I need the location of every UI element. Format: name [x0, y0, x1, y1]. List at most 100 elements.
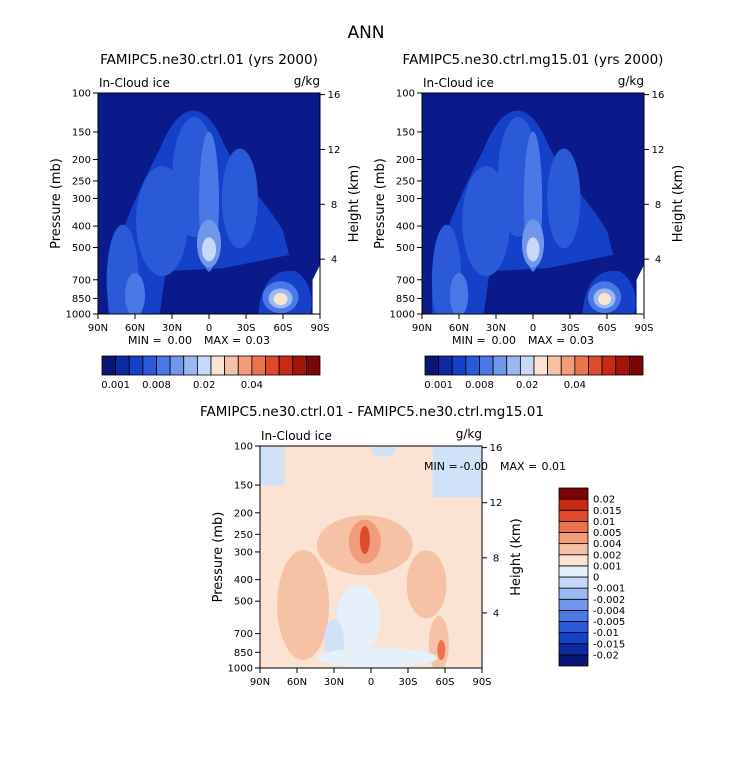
colorbar-swatch [278, 355, 294, 376]
colorbar-label: 0 [593, 573, 599, 584]
y-tick-label: 300 [396, 194, 415, 205]
colorbar-label: -0.01 [593, 628, 619, 639]
panel-diff: FAMIPC5.ne30.ctrl.01 - FAMIPC5.ne30.ctrl… [200, 404, 625, 688]
field-peak-eq [202, 237, 216, 262]
x-tick-label: 30S [236, 323, 255, 334]
colorbar-label: 0.008 [142, 380, 171, 391]
height-tick-label: 4 [493, 608, 499, 619]
panel-title: FAMIPC5.ne30.ctrl.01 (yrs 2000) [100, 52, 318, 68]
x-tick-label: 60N [449, 323, 469, 334]
colorbar-swatch [156, 355, 171, 376]
colorbar-label: 0.001 [424, 380, 453, 391]
x-tick-label: 90N [88, 323, 108, 334]
x-tick-label: 90S [472, 677, 491, 688]
stats: MIN = -0.00 MAX = 0.01 [424, 460, 566, 473]
panel-title: FAMIPC5.ne30.ctrl.01 - FAMIPC5.ne30.ctrl… [200, 404, 544, 420]
x-tick-label: 90S [310, 323, 329, 334]
y-tick-label: 300 [234, 547, 253, 558]
colorbar-swatch [251, 355, 266, 376]
y-tick-label: 850 [396, 294, 415, 305]
colorbar-swatch [237, 355, 253, 376]
colorbar-swatch [438, 355, 453, 376]
field-pos-sh-band [406, 550, 447, 619]
x-tick-label: 30N [324, 677, 344, 688]
height-tick-label: 12 [490, 498, 503, 509]
colorbar-swatch [492, 355, 508, 376]
field-core-sh-mid [547, 148, 581, 249]
panel-title: FAMIPC5.ne30.ctrl.mg15.01 (yrs 2000) [403, 52, 664, 68]
colorbar-swatch [628, 355, 644, 376]
colorbar-swatch [479, 355, 494, 376]
stats-max-value: 0.03 [570, 334, 595, 347]
colorbar-label: 0.01 [593, 517, 615, 528]
colorbar-swatch [558, 621, 589, 634]
field-nh-low-peak [125, 272, 145, 314]
colorbar-swatch [506, 355, 521, 376]
colorbar-swatch [558, 654, 589, 667]
x-tick-label: 60S [597, 323, 616, 334]
colorbar-swatch [451, 355, 467, 376]
x-tick-label: 90S [634, 323, 653, 334]
y-tick-label: 1000 [66, 310, 91, 321]
y-tick-label: 200 [396, 155, 415, 166]
height-tick-label: 4 [331, 255, 337, 266]
height-axis-label: Height (km) [671, 165, 686, 242]
colorbar-label: 0.001 [101, 380, 130, 391]
x-tick-label: 0 [530, 323, 536, 334]
y-tick-label: 200 [72, 155, 91, 166]
colorbar-swatch [558, 643, 589, 656]
height-tick-label: 8 [331, 200, 337, 211]
x-tick-label: 30S [398, 677, 417, 688]
field-sh-low-peak [598, 292, 611, 305]
y-tick-label: 700 [234, 629, 253, 640]
colorbar-label: -0.002 [593, 595, 625, 606]
y-tick-label: 250 [234, 530, 253, 541]
y-tick-label: 150 [234, 481, 253, 492]
colorbar-label: 0.002 [593, 550, 622, 561]
y-tick-label: 700 [396, 275, 415, 286]
x-tick-label: 30N [486, 323, 506, 334]
x-tick-label: 30N [162, 323, 182, 334]
field [98, 93, 320, 314]
y-tick-label: 850 [72, 294, 91, 305]
colorbar-label: 0.04 [564, 380, 586, 391]
colorbar-swatch [558, 532, 589, 545]
height-tick-label: 16 [328, 90, 341, 101]
field-neg-sh-top [432, 446, 482, 498]
height-tick-label: 4 [655, 255, 661, 266]
units-label: g/kg [294, 74, 320, 88]
colorbar: 0.001 0.008 0.02 0.04 [424, 355, 644, 391]
page-title: ANN [347, 23, 384, 43]
x-tick-label: 30S [560, 323, 579, 334]
x-tick-label: 60S [435, 677, 454, 688]
colorbar-swatch [601, 355, 617, 376]
height-tick-label: 16 [490, 443, 503, 454]
y-tick-label: 400 [72, 222, 91, 233]
y-axis-label: Pressure (mb) [49, 158, 64, 249]
stats: MIN = 0.00 MAX = 0.03 [452, 334, 594, 347]
field-pos-sh-peak [437, 640, 446, 661]
stats-min-value: 0.00 [168, 334, 193, 347]
colorbar-swatch [424, 355, 440, 376]
y-tick-label: 100 [72, 89, 91, 100]
colorbar-label: -0.02 [593, 650, 619, 661]
colorbar-swatch [574, 355, 589, 376]
y-axis-label: Pressure (mb) [373, 158, 388, 249]
colorbar-swatch [558, 609, 589, 622]
colorbar-swatch [128, 355, 144, 376]
variable-label: In-Cloud ice [423, 76, 494, 90]
field-core-sh-mid [221, 148, 258, 249]
field-nh-low-peak [449, 272, 469, 314]
x-tick-label: 60N [287, 677, 307, 688]
field-peak-eq [526, 237, 540, 262]
colorbar-label: -0.004 [593, 606, 625, 617]
field [422, 93, 644, 314]
field-pos-trop-peak [359, 525, 370, 554]
field-neg-eq-top [371, 446, 396, 457]
field-core-nh-mid [462, 166, 511, 277]
colorbar-swatch [558, 576, 589, 589]
stats-min-value: 0.00 [492, 334, 517, 347]
height-tick-label: 12 [328, 145, 341, 156]
